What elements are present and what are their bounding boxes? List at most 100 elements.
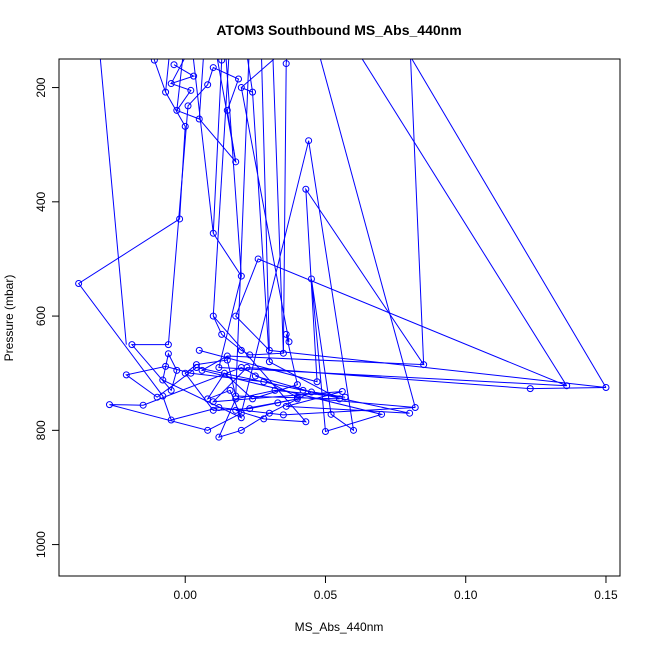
data-point xyxy=(209,64,217,72)
data-point xyxy=(105,401,113,409)
data-point xyxy=(302,418,310,426)
data-point xyxy=(128,341,136,349)
offscale-segment xyxy=(176,59,184,111)
data-point xyxy=(173,366,181,374)
offscale-segment xyxy=(165,59,170,93)
data-point xyxy=(282,402,290,410)
offscale-segment xyxy=(192,59,214,234)
data-point xyxy=(218,59,226,64)
data-point xyxy=(167,416,175,424)
offscale-segment xyxy=(319,59,416,408)
offscale-segment xyxy=(153,59,155,61)
data-point xyxy=(293,381,301,389)
offscale-segment xyxy=(411,59,607,388)
data-point xyxy=(232,158,240,166)
data-point xyxy=(237,426,245,434)
data-point xyxy=(204,426,212,434)
offscale-segment xyxy=(361,59,568,387)
data-point xyxy=(139,401,147,409)
data-point xyxy=(246,351,254,359)
data-point xyxy=(122,371,130,379)
data-point xyxy=(204,81,212,89)
x-tick-label: 0.00 xyxy=(174,588,198,602)
data-point xyxy=(170,61,178,69)
x-axis: 0.00 0.05 0.10 0.15 xyxy=(174,575,618,602)
offscale-segment xyxy=(170,59,185,84)
y-axis-label: Pressure (mbar) xyxy=(2,275,16,362)
data-point xyxy=(305,137,313,145)
data-point xyxy=(243,363,251,371)
series-1 xyxy=(75,59,428,435)
data-point xyxy=(218,330,226,338)
y-tick-label: 200 xyxy=(34,77,48,97)
data-point xyxy=(293,395,301,403)
offscale-segment xyxy=(241,59,275,88)
data-point xyxy=(285,338,293,346)
y-tick-label: 600 xyxy=(34,306,48,326)
data-point xyxy=(274,399,282,407)
data-point xyxy=(254,255,262,263)
data-point xyxy=(215,363,223,371)
data-point xyxy=(164,350,172,358)
data-point xyxy=(251,372,259,380)
data-point xyxy=(563,382,571,390)
series-line xyxy=(130,63,340,423)
offscale-segment xyxy=(198,59,204,120)
data-point xyxy=(221,369,228,377)
offscale-segment xyxy=(221,59,223,61)
data-point xyxy=(411,403,419,411)
data-point xyxy=(338,387,346,395)
data-point xyxy=(187,86,195,94)
data-point xyxy=(162,362,170,370)
offscale-segment xyxy=(99,59,127,345)
offscale-segment xyxy=(272,59,284,354)
data-point xyxy=(237,84,245,92)
data-point xyxy=(260,415,268,423)
y-tick-label: 400 xyxy=(34,191,48,211)
data-point xyxy=(237,346,245,354)
data-point xyxy=(246,405,254,413)
offscale-segment xyxy=(410,59,425,365)
plot-area xyxy=(75,59,610,441)
data-point xyxy=(307,275,315,283)
data-point xyxy=(75,280,83,288)
data-point xyxy=(327,410,335,418)
data-point xyxy=(406,409,414,417)
data-point xyxy=(265,409,273,417)
data-point xyxy=(164,341,172,349)
data-point xyxy=(159,376,167,384)
y-tick-label: 1000 xyxy=(34,531,48,558)
data-point xyxy=(198,366,206,374)
data-point xyxy=(321,427,329,435)
data-point xyxy=(235,75,243,83)
offscale-segment xyxy=(235,59,250,397)
data-point xyxy=(265,358,273,366)
data-point xyxy=(526,385,534,393)
chart-title: ATOM3 Southbound MS_Abs_440nm xyxy=(216,22,461,38)
series-line xyxy=(125,60,607,438)
data-point xyxy=(181,369,189,377)
data-point xyxy=(260,378,268,386)
offscale-segments xyxy=(99,59,607,408)
data-point xyxy=(167,80,175,88)
offscale-segment xyxy=(212,59,230,317)
data-point xyxy=(209,406,217,414)
data-point xyxy=(153,393,161,401)
plot-frame xyxy=(58,58,621,577)
data-point xyxy=(192,361,200,369)
data-point xyxy=(176,215,184,223)
data-point xyxy=(302,185,310,193)
data-point xyxy=(181,122,189,130)
data-point xyxy=(167,386,175,394)
data-point xyxy=(299,386,307,394)
data-point xyxy=(226,386,234,394)
data-point xyxy=(602,383,610,391)
data-point xyxy=(237,414,245,422)
y-tick-label: 800 xyxy=(34,420,48,440)
x-tick-label: 0.05 xyxy=(314,588,338,602)
data-point xyxy=(223,356,231,364)
data-point xyxy=(232,406,240,414)
data-point xyxy=(350,426,358,434)
data-point xyxy=(204,395,212,403)
